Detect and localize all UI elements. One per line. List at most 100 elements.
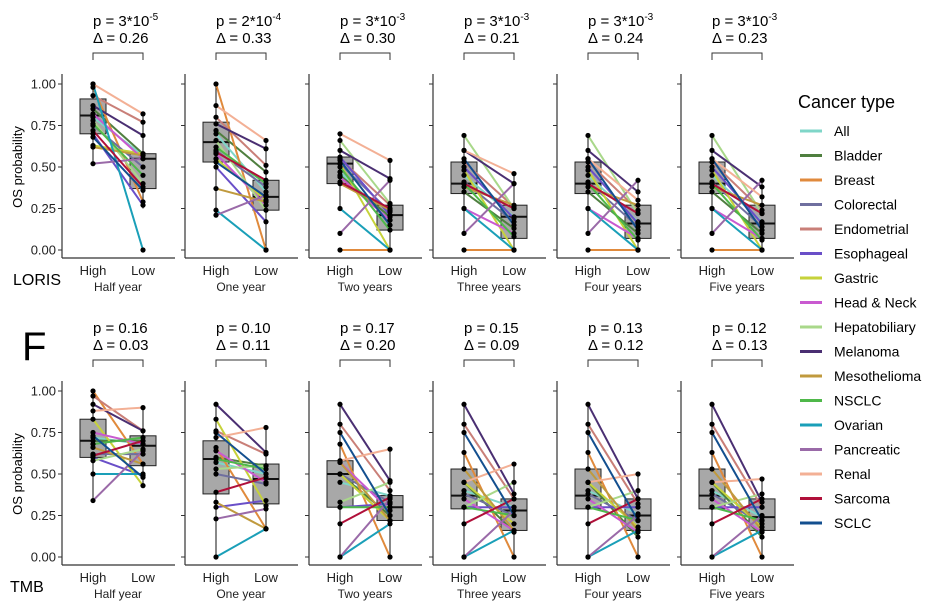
legend-item: Gastric (800, 270, 878, 286)
point-low (263, 207, 269, 213)
point-high (213, 504, 219, 510)
point-high (337, 230, 343, 236)
point-low (140, 164, 146, 170)
legend-item: Ovarian (800, 417, 883, 433)
panel-title: One year (216, 280, 265, 294)
x-tick-label-low: Low (502, 263, 526, 278)
point-high (213, 164, 219, 170)
point-high (90, 497, 96, 504)
point-high (461, 521, 467, 527)
significance-bracket (587, 52, 639, 60)
p-value: p = 3*10-3 (340, 12, 406, 30)
significance-bracket (463, 52, 515, 60)
point-high (213, 499, 219, 505)
point-low (387, 157, 393, 163)
x-tick-label-low: Low (131, 570, 155, 585)
legend-label: Bladder (834, 148, 883, 164)
point-high (461, 181, 467, 187)
series-line-hepatobiliary (463, 481, 515, 509)
significance-bracket (339, 359, 391, 367)
series-line-melanoma (339, 403, 391, 482)
panel-title: Five years (709, 280, 764, 294)
series-line-sclc (215, 161, 267, 198)
series-line-head-neck (587, 207, 639, 240)
p-value: p = 3*10-5 (93, 12, 159, 30)
series-line-sarcoma (587, 498, 639, 525)
x-tick-label-high: High (451, 570, 478, 585)
series-line-renal (92, 83, 144, 115)
point-high (461, 554, 467, 560)
point-low (759, 247, 765, 253)
delta-value: Δ = 0.24 (588, 30, 643, 47)
point-low (759, 517, 765, 524)
point-high (90, 102, 96, 109)
panel-title: Half year (94, 587, 142, 601)
series-line-bladder (215, 129, 267, 173)
point-high (337, 458, 343, 464)
panel-title: Five years (709, 587, 764, 601)
point-low (511, 491, 517, 497)
series-line-ovarian (215, 527, 267, 558)
y-tick-label: 0.75 (31, 118, 56, 133)
point-high (213, 149, 219, 155)
point-high (337, 499, 343, 505)
point-high (90, 134, 96, 140)
p-value-exponent: -3 (768, 12, 777, 23)
point-high (90, 453, 96, 459)
series-line-mesothelioma (92, 146, 144, 157)
point-low (387, 554, 393, 560)
point-high (585, 156, 591, 162)
point-low (759, 177, 765, 183)
point-low (387, 478, 393, 484)
series-line-hepatobiliary (587, 134, 639, 215)
point-low (263, 162, 269, 168)
series-line-ovarian (711, 207, 763, 251)
point-high (461, 205, 467, 212)
point-low (759, 476, 765, 482)
point-high (90, 441, 96, 447)
point-high (585, 554, 591, 560)
point-high (213, 114, 219, 120)
point-low (511, 171, 517, 177)
series-line-sclc (215, 431, 267, 475)
point-high (709, 156, 715, 162)
panel-half-year: 0.00 0.25 0.50 0.75 1.00 High Low Half year p = … (31, 12, 175, 294)
p-value: p = 0.17 (340, 320, 395, 337)
series-line-renal (587, 157, 639, 201)
point-high (585, 205, 591, 212)
point-high (213, 489, 219, 495)
point-low (759, 504, 765, 510)
point-low (511, 247, 517, 253)
point-high (213, 554, 219, 560)
point-high (213, 127, 219, 134)
series-line-sclc (711, 432, 763, 521)
series-line-melanoma (587, 149, 639, 193)
series-line-melanoma (587, 403, 639, 500)
series-line-head-neck (711, 207, 763, 240)
x-tick-label-high: High (80, 570, 107, 585)
point-low (387, 504, 393, 510)
point-high (213, 207, 219, 213)
point-low (511, 461, 517, 467)
panel-title: Two years (338, 587, 393, 601)
point-high (213, 212, 219, 218)
panel-five-years: High Low Five years p = 3*10-3Δ = 0.23 (677, 12, 794, 294)
point-low (387, 488, 393, 494)
series-line-gastric (463, 481, 515, 525)
x-tick-label-high: High (575, 263, 602, 278)
point-high (709, 247, 715, 253)
series-line-gastric (339, 473, 391, 522)
point-high (90, 393, 96, 399)
series-line-ovarian (463, 529, 515, 558)
p-value-base: p = 2*10 (216, 13, 272, 30)
panel-four-years: High Low Four years p = 3*10-3Δ = 0.24 (553, 12, 670, 294)
point-low (263, 449, 269, 456)
point-low (635, 517, 641, 524)
point-high (709, 466, 715, 472)
delta-value: Δ = 0.03 (93, 337, 148, 354)
point-low (140, 474, 146, 480)
series-line-melanoma (711, 149, 763, 188)
point-high (461, 479, 467, 485)
legend-label: All (834, 123, 850, 139)
legend-item: All (800, 123, 850, 139)
